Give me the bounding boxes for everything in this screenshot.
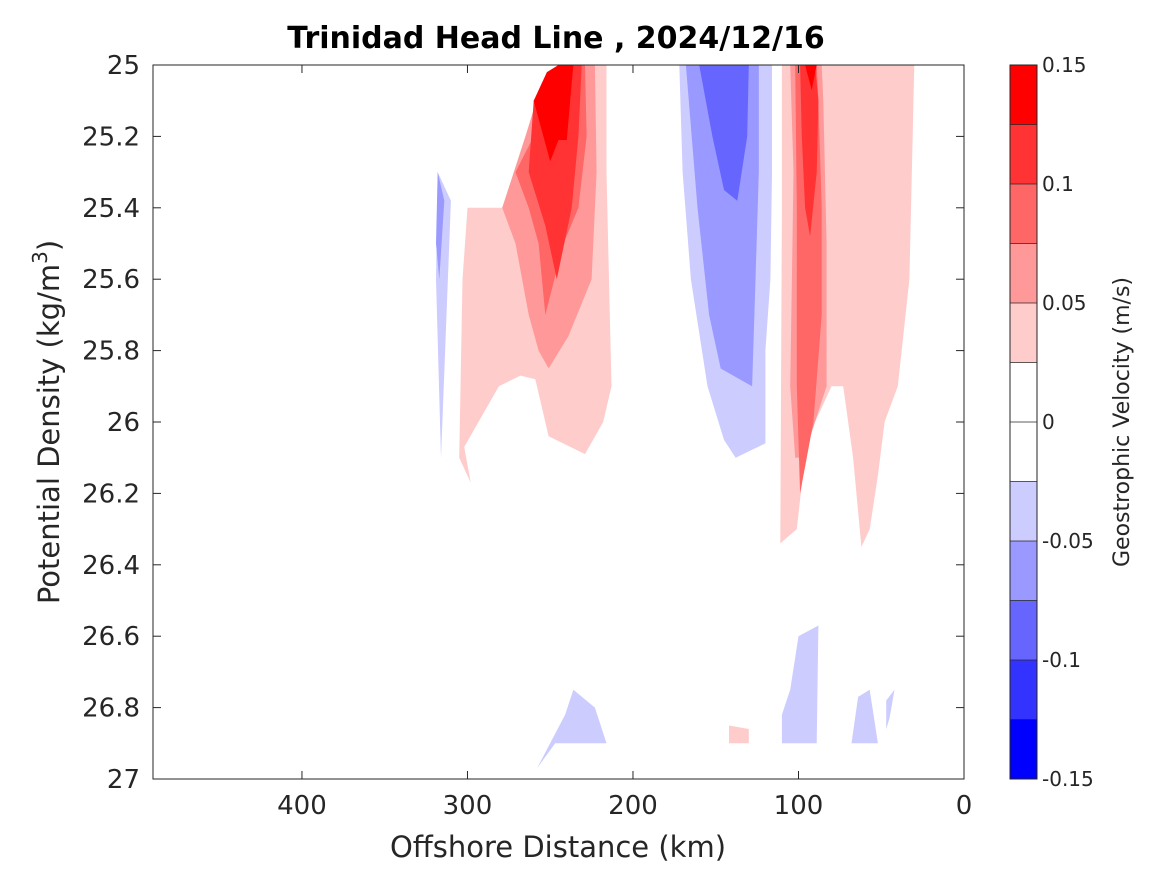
colorbar: 0.15 0.1 0.05 0 -0.05 -0.1 -0.15 — [1009, 53, 1094, 791]
colorbar-swatch — [1010, 660, 1037, 720]
contour-region-jet1-lvl5 — [533, 65, 574, 162]
colorbar-tick-label: 0.1 — [1042, 172, 1074, 196]
y-tick-label: 25.4 — [82, 194, 140, 224]
y-tick-label: 25 — [107, 51, 140, 81]
x-axis: 400 300 200 100 0 — [277, 65, 972, 821]
colorbar-swatch — [1010, 422, 1037, 482]
colorbar-swatch — [1010, 362, 1037, 422]
contour-region-deep-blue-d — [886, 689, 895, 729]
x-axis-label: Offshore Distance (km) — [390, 830, 726, 864]
x-tick-label: 300 — [443, 791, 493, 821]
colorbar-tick-label: -0.1 — [1042, 648, 1081, 672]
colorbar-tick-label: 0.15 — [1042, 53, 1087, 77]
colorbar-frame — [1009, 64, 1038, 780]
contour-region-deep-blue-c — [851, 689, 878, 744]
x-tick-label: 0 — [956, 791, 973, 821]
y-tick-label: 26.4 — [82, 551, 140, 581]
colorbar-tick-label: -0.15 — [1042, 767, 1094, 791]
y-tick-label: 26.6 — [82, 622, 140, 652]
colorbar-swatch — [1010, 541, 1037, 601]
colorbar-swatch — [1010, 719, 1037, 779]
x-tick-label: 400 — [277, 791, 327, 821]
y-axis-label-superscript: 3 — [28, 251, 52, 264]
colorbar-tick-label: -0.05 — [1042, 529, 1094, 553]
x-tick-label: 200 — [608, 791, 658, 821]
y-tick-label: 25.2 — [82, 122, 140, 152]
contour-region-cyclonic-west-lvl2 — [436, 172, 445, 280]
y-tick-label: 26.8 — [82, 694, 140, 724]
contour-region-deep-blue-b — [781, 625, 819, 744]
x-tick-label: 100 — [774, 791, 824, 821]
colorbar-label: Geostrophic Velocity (m/s) — [1110, 277, 1135, 567]
colorbar-swatch — [1010, 303, 1037, 363]
colorbar-swatch — [1010, 65, 1037, 125]
chart-title: Trinidad Head Line , 2024/12/16 — [287, 21, 824, 56]
y-tick-label: 26.2 — [82, 479, 140, 509]
colorbar-swatch — [1010, 600, 1037, 660]
colorbar-swatch — [1010, 124, 1037, 184]
colorbar-tick-label: 0.05 — [1042, 291, 1087, 315]
colorbar-swatch — [1010, 184, 1037, 244]
colorbar-tick-label: 0 — [1042, 410, 1055, 434]
contour-region-deep-pink — [729, 725, 749, 744]
contour-region-deep-blue-a — [537, 689, 607, 769]
y-tick-label: 26 — [107, 408, 140, 438]
y-axis-label-main: Potential Density (kg/m — [32, 264, 66, 604]
contour-regions — [436, 65, 915, 769]
y-tick-label: 25.8 — [82, 337, 140, 367]
contour-region-counter-current-lvl3 — [699, 65, 749, 201]
y-axis-label-close: ) — [32, 240, 66, 251]
y-axis-label: Potential Density (kg/m3) — [28, 240, 66, 604]
y-tick-label: 27 — [107, 765, 140, 795]
colorbar-swatch — [1010, 243, 1037, 303]
y-tick-label: 25.6 — [82, 265, 140, 295]
y-axis: 25 25.2 25.4 25.6 25.8 26 26.2 26.4 26.6 26.8 27 — [82, 51, 964, 795]
contour-region-jet2-lvl5 — [805, 65, 817, 90]
colorbar-swatch — [1010, 481, 1037, 541]
contour-region-jet2-lvl4 — [800, 65, 819, 237]
